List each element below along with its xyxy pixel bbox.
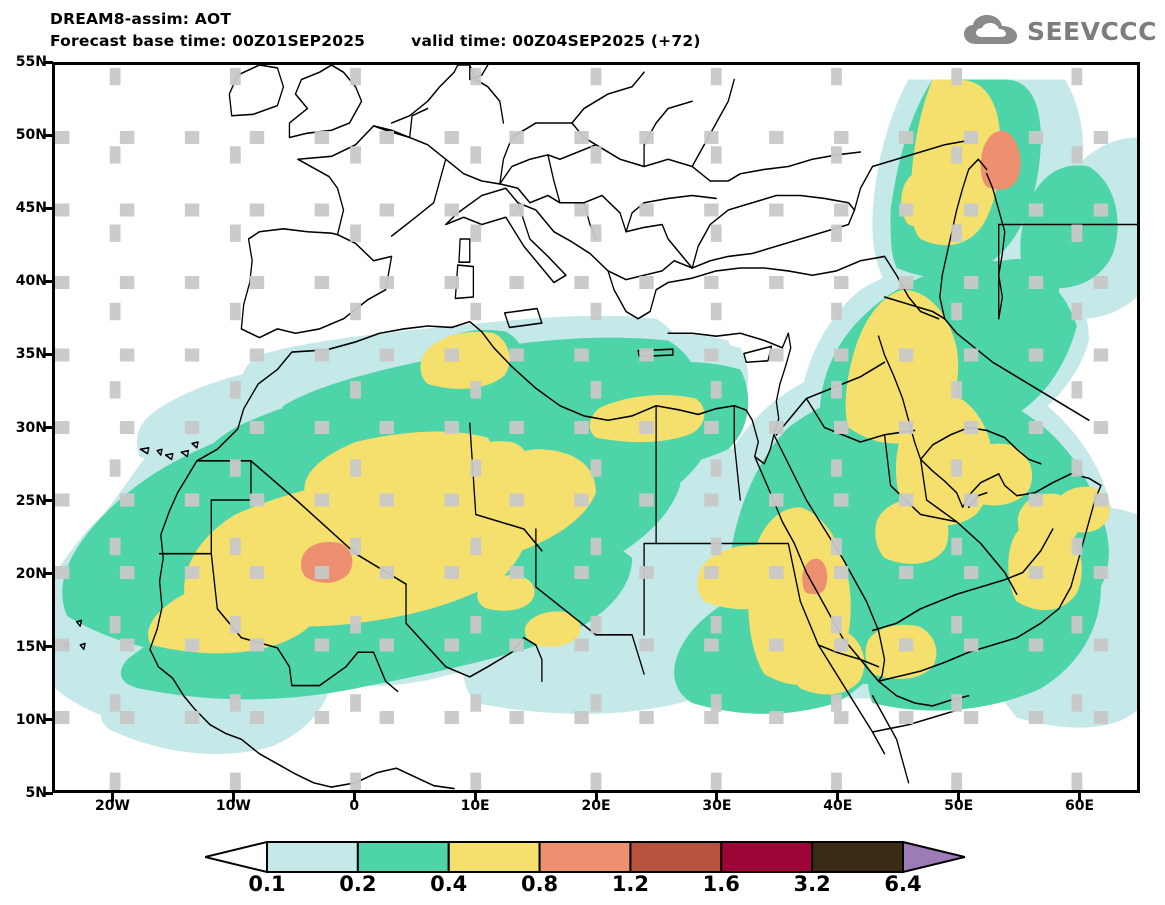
x-tick-mark [1078,793,1082,802]
y-tick-mark [44,426,53,429]
y-tick-mark [44,60,53,64]
x-tick-mark [715,793,719,802]
x-tick-mark [957,793,961,802]
colorbar-band-7 [811,841,905,873]
y-tick-label-25N: 25N [15,492,47,509]
aot-heatmap [55,65,1137,790]
colorbar-band-5 [629,841,723,873]
x-tick-label-60E: 60E [1065,798,1095,814]
base-time-label: Forecast base time: [50,32,227,50]
colorbar-tick-1.6: 1.6 [702,872,740,896]
chart-header: DREAM8-assim: AOT Forecast base time: 00… [50,8,950,52]
y-tick-mark [44,206,53,210]
y-tick-label-20N: 20N [15,565,47,582]
cloud-icon [963,15,1017,44]
seevccc-logo: SEEVCCC [962,14,1157,48]
y-tick-mark [44,499,53,503]
y-tick-mark [44,572,53,576]
y-tick-label-45N: 45N [15,200,47,217]
colorbar-labels: 0.1 0.2 0.4 0.8 1.2 1.6 3.2 6.4 [205,872,965,902]
y-tick-label-40N: 40N [15,273,47,290]
colorbar-band-1 [266,841,359,873]
colorbar-tick-0.4: 0.4 [430,872,468,896]
y-tick-label-30N: 30N [15,419,47,436]
x-tick-label-30E: 30E [702,798,732,814]
colorbar-over-arrow [902,840,965,874]
x-tick-mark [231,793,235,802]
colorbar-band-2 [356,841,450,873]
colorbar-tick-0.1: 0.1 [248,872,286,896]
x-tick-label-10W: 10W [215,798,251,814]
x-tick-label-50E: 50E [944,798,974,814]
colorbar-band-6 [720,841,814,873]
y-tick-label-50N: 50N [15,127,47,144]
x-tick-label-0: 0 [349,798,360,814]
lead-time-value: (+72) [650,32,701,50]
valid-time-value: 00Z04SEP2025 [512,32,646,50]
base-time-value: 00Z01SEP2025 [232,32,366,50]
colorbar-tick-0.2: 0.2 [339,872,377,896]
y-tick-mark [44,718,53,722]
model-title: DREAM8-assim: AOT [50,10,232,28]
y-tick-label-5N: 5N [25,785,47,801]
logo-text: SEEVCCC [1026,16,1157,46]
colorbar-band-4 [538,841,632,873]
y-tick-mark [44,133,53,137]
colorbar-tick-1.2: 1.2 [611,872,650,896]
y-tick-mark [44,279,53,283]
x-tick-label-10E: 10E [460,798,490,814]
colorbar [205,840,965,874]
colorbar-tick-3.2: 3.2 [793,872,831,896]
y-tick-label-55N: 55N [15,54,47,70]
time-line: Forecast base time: 00Z01SEP2025 valid ti… [50,30,950,52]
y-tick-label-10N: 10N [15,711,47,728]
map-plot-area [52,62,1140,793]
x-tick-label-20E: 20E [581,798,611,814]
y-tick-label-35N: 35N [15,346,47,363]
x-tick-mark [352,793,356,802]
x-tick-label-40E: 40E [823,798,853,814]
colorbar-tick-6.4: 6.4 [884,872,922,896]
y-tick-mark [44,791,53,795]
valid-time-label: valid time: [411,32,507,50]
colorbar-band-3 [447,841,541,873]
x-tick-label-20W: 20W [94,798,130,814]
x-tick-mark [473,793,477,802]
y-tick-mark [44,352,53,356]
y-tick-mark [44,645,53,649]
colorbar-under-arrow [205,840,268,874]
x-tick-mark [110,793,114,802]
x-tick-mark [594,793,598,802]
x-tick-mark [836,793,840,802]
colorbar-tick-0.8: 0.8 [520,872,559,896]
y-tick-label-15N: 15N [15,638,47,655]
